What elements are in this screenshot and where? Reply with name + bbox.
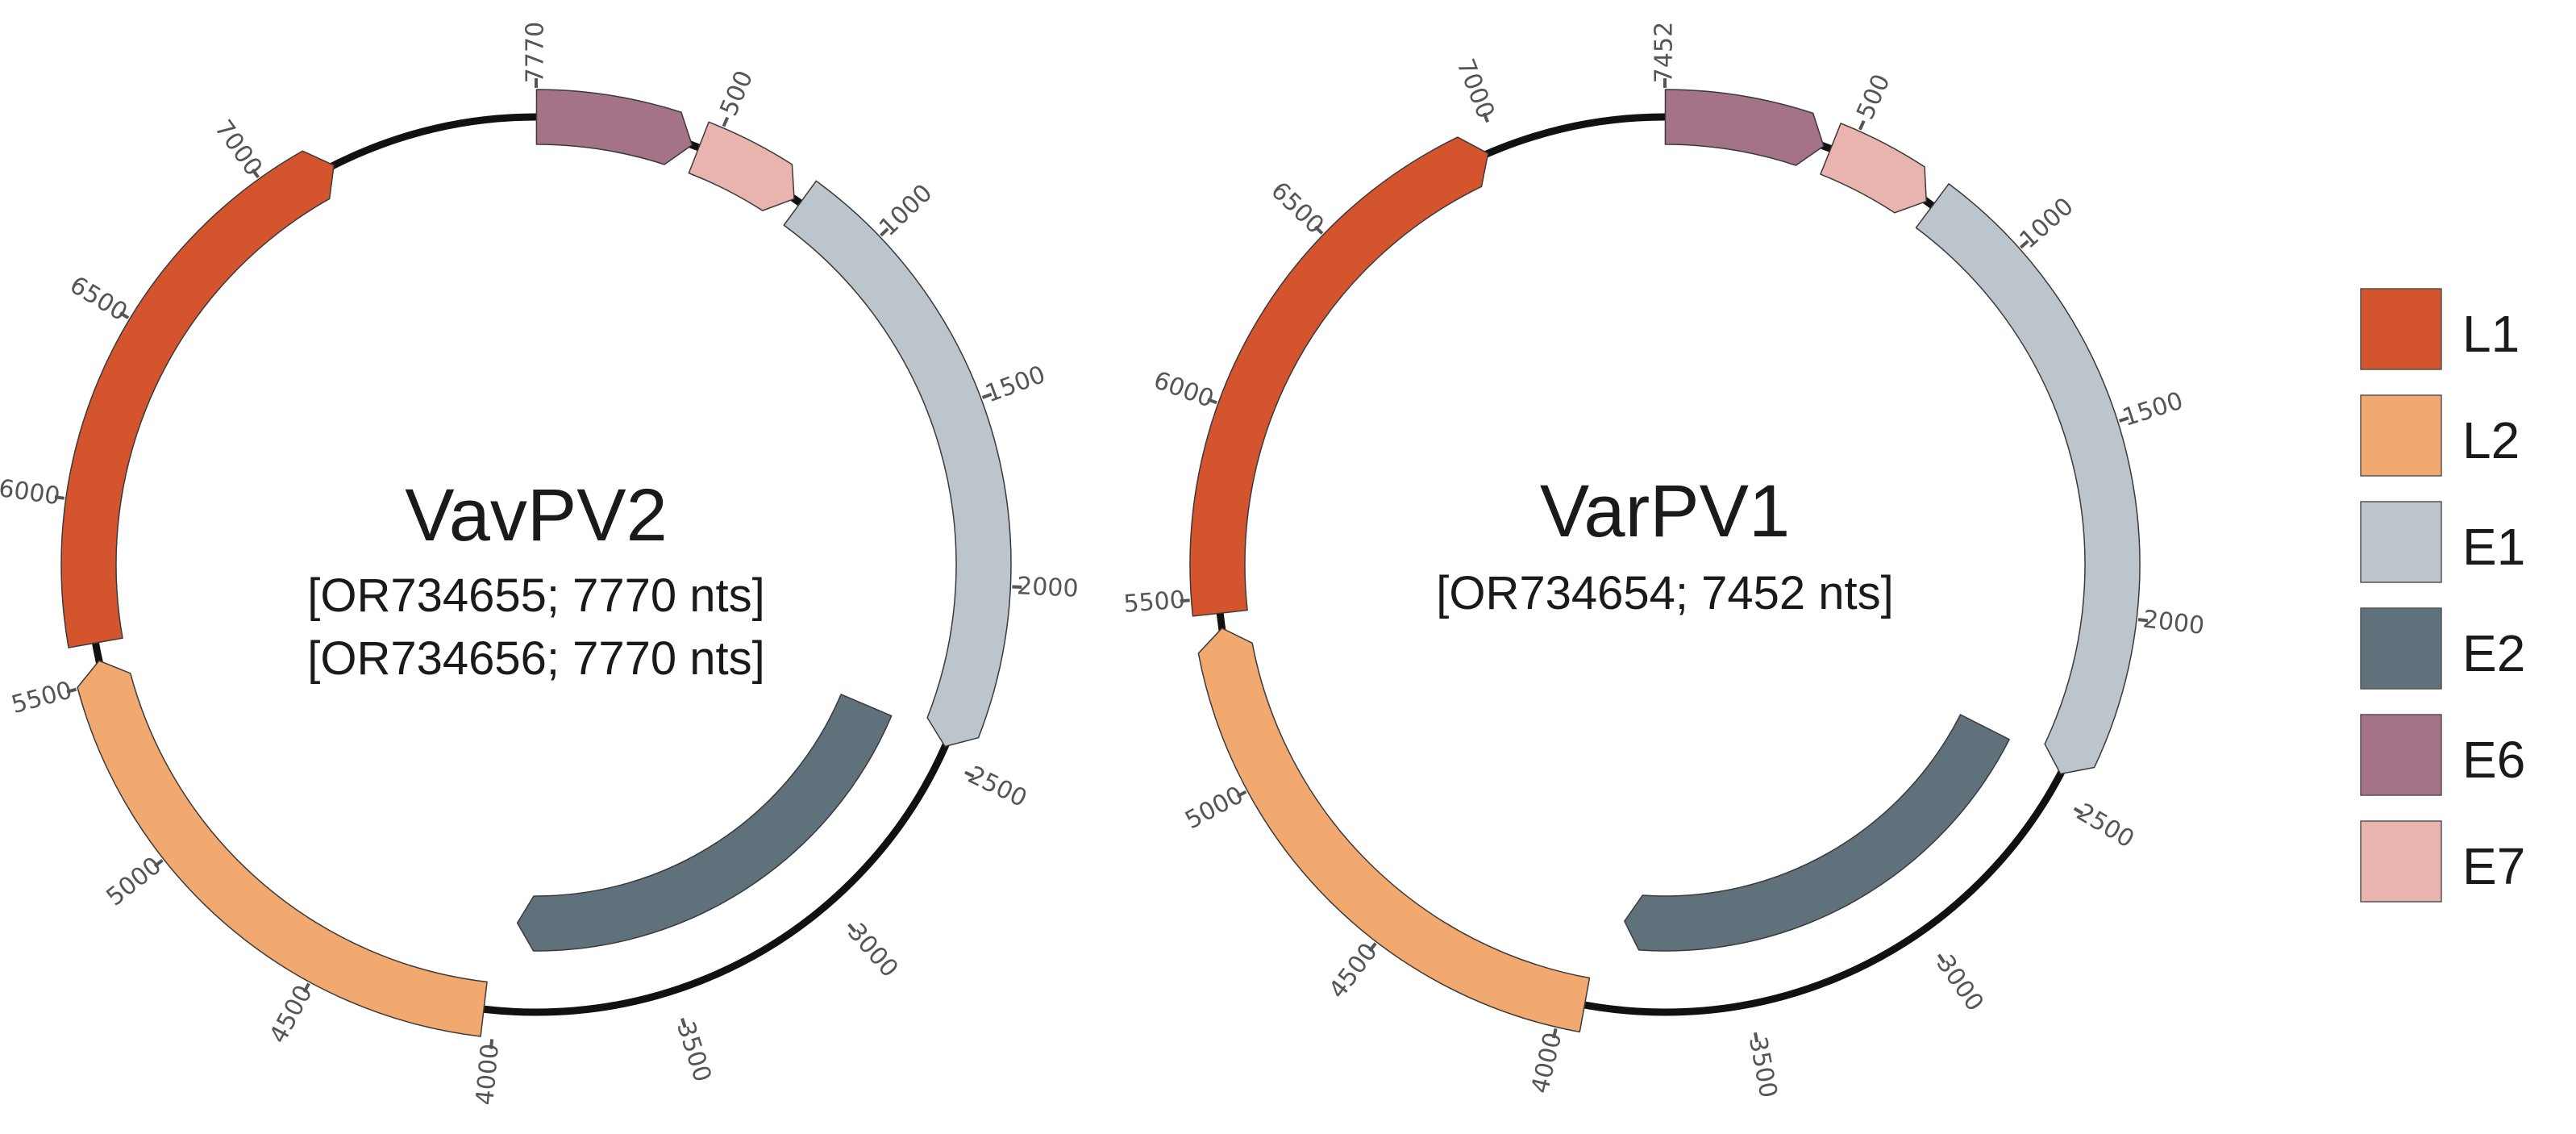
vavpv2-gene-l2 — [77, 660, 488, 1037]
varpv1-tick-label-2500: 2500 — [2071, 798, 2139, 853]
legend-label-e7: E7 — [2462, 837, 2525, 895]
varpv1-gene-l2 — [1197, 627, 1591, 1033]
varpv1-tick-label-6000: 6000 — [1150, 366, 1217, 414]
varpv1-tick-label-3000: 3000 — [1930, 950, 1989, 1017]
varpv1-gene-l1 — [1189, 136, 1489, 617]
vavpv2-genome-map: 500 1000 1500 2000 2500 3000 3500 4000 4500 5000 5… — [0, 22, 1079, 1107]
varpv1-gene-e6 — [1664, 89, 1825, 166]
vavpv2-accession-1: [OR734655; 7770 nts] — [307, 569, 765, 622]
vavpv2-tick-6000 — [54, 495, 65, 500]
vavpv2-tick-4500 — [302, 982, 310, 993]
varpv1-tick-4000 — [1551, 1028, 1558, 1039]
varpv1-tick-label-7452: 7452 — [1650, 22, 1679, 83]
vavpv2-tick-4000 — [489, 1039, 494, 1049]
varpv1-tick-6000 — [1207, 398, 1217, 405]
varpv1-tick-label-3500: 3500 — [1743, 1035, 1783, 1101]
varpv1-accession: [OR734654; 7452 nts] — [1436, 567, 1894, 619]
vavpv2-tick-label-6500: 6500 — [65, 271, 131, 327]
vavpv2-tick-7000 — [251, 168, 260, 179]
varpv1-tick-7000 — [1482, 112, 1490, 123]
vavpv2-tick-3500 — [680, 1017, 687, 1028]
vavpv2-tick-label-6000: 6000 — [0, 474, 62, 511]
varpv1-tick-label-1500: 1500 — [2120, 387, 2187, 432]
varpv1-tick-label-7000: 7000 — [1450, 55, 1500, 123]
varpv1-tick-label-5500: 5500 — [1122, 586, 1186, 619]
vavpv2-gene-e7 — [688, 121, 795, 211]
vavpv2-gene-e1 — [783, 180, 1012, 748]
varpv1-tick-label-4000: 4000 — [1526, 1030, 1568, 1096]
vavpv2-accession-2: [OR734656; 7770 nts] — [307, 632, 765, 685]
varpv1-tick-label-4500: 4500 — [1324, 938, 1384, 1004]
legend-label-e2: E2 — [2462, 624, 2525, 682]
varpv1-gene-e7 — [1820, 123, 1927, 214]
varpv1-tick-1500 — [2118, 416, 2129, 423]
vavpv2-tick-label-2000: 2000 — [1016, 572, 1079, 603]
varpv1-tick-5500 — [1180, 598, 1190, 603]
vavpv2-tick-label-5000: 5000 — [102, 852, 168, 912]
varpv1-tick-label-2000: 2000 — [2141, 605, 2206, 640]
vavpv2-tick-1000 — [880, 227, 889, 237]
legend-swatch-e2 — [2360, 607, 2442, 690]
vavpv2-tick-label-3000: 3000 — [842, 918, 904, 983]
legend-swatch-l1 — [2360, 288, 2442, 370]
varpv1-tick-1000 — [2019, 240, 2029, 249]
legend-label-e6: E6 — [2462, 731, 2525, 789]
legend-label-l2: L2 — [2462, 411, 2520, 469]
vavpv2-tick-1500 — [981, 392, 993, 399]
varpv1-tick-5000 — [1236, 790, 1247, 798]
vavpv2-tick-3000 — [847, 923, 857, 933]
vavpv2-tick-label-5500: 5500 — [8, 676, 75, 719]
vavpv2-tick-500 — [722, 116, 730, 127]
legend-swatch-e7 — [2360, 820, 2442, 903]
vavpv2-tick-label-4000: 4000 — [471, 1043, 505, 1107]
vavpv2-gene-e6 — [535, 89, 693, 165]
vavpv2-tick-label-4500: 4500 — [264, 981, 318, 1049]
vavpv2-tick-2000 — [1012, 585, 1022, 590]
vavpv2-tick-label-500: 500 — [715, 67, 759, 120]
varpv1-tick-6500 — [1313, 225, 1324, 235]
vavpv2-title: VavPV2 — [405, 474, 668, 557]
vavpv2-tick-label-3500: 3500 — [671, 1018, 717, 1085]
varpv1-tick-2500 — [2073, 807, 2084, 815]
varpv1-tick-500 — [1858, 119, 1866, 131]
varpv1-tick-4500 — [1368, 942, 1377, 953]
varpv1-gene-e1 — [1915, 183, 2141, 775]
varpv1-gene-e2 — [1624, 714, 2010, 952]
varpv1-tick-3000 — [1937, 953, 1946, 964]
vavpv2-tick-label-7000: 7000 — [209, 115, 268, 181]
varpv1-title: VarPV1 — [1540, 470, 1790, 552]
vavpv2-gene-l1 — [60, 150, 335, 648]
legend-swatch-e1 — [2360, 501, 2442, 583]
vavpv2-tick-6500 — [119, 311, 130, 319]
legend-label-e1: E1 — [2462, 518, 2525, 576]
vavpv2-tick-2500 — [964, 770, 975, 778]
vavpv2-tick-5000 — [153, 859, 164, 868]
varpv1-genome-map: 500 1000 1500 2000 2500 3000 3500 4000 4500 5000 5… — [1122, 22, 2205, 1100]
vavpv2-tick-label-2500: 2500 — [963, 761, 1031, 813]
varpv1-tick-label-500: 500 — [1851, 70, 1896, 124]
vavpv2-tick-label-1000: 1000 — [874, 179, 938, 242]
varpv1-tick-label-5000: 5000 — [1180, 781, 1248, 835]
legend-swatch-l2 — [2360, 394, 2442, 477]
legend: L1 L2 E1 E2 E6 E7 — [2360, 288, 2525, 903]
vavpv2-gene-e2 — [516, 694, 893, 952]
vavpv2-tick-5500 — [66, 687, 77, 694]
varpv1-tick-2000 — [2137, 618, 2149, 623]
varpv1-tick-label-1000: 1000 — [2014, 192, 2079, 254]
legend-swatch-e6 — [2360, 714, 2442, 796]
vavpv2-tick-label-7770: 7770 — [522, 22, 550, 83]
vavpv2-tick-label-1500: 1500 — [982, 361, 1050, 409]
varpv1-tick-3500 — [1753, 1032, 1759, 1043]
legend-label-l1: L1 — [2462, 305, 2520, 363]
